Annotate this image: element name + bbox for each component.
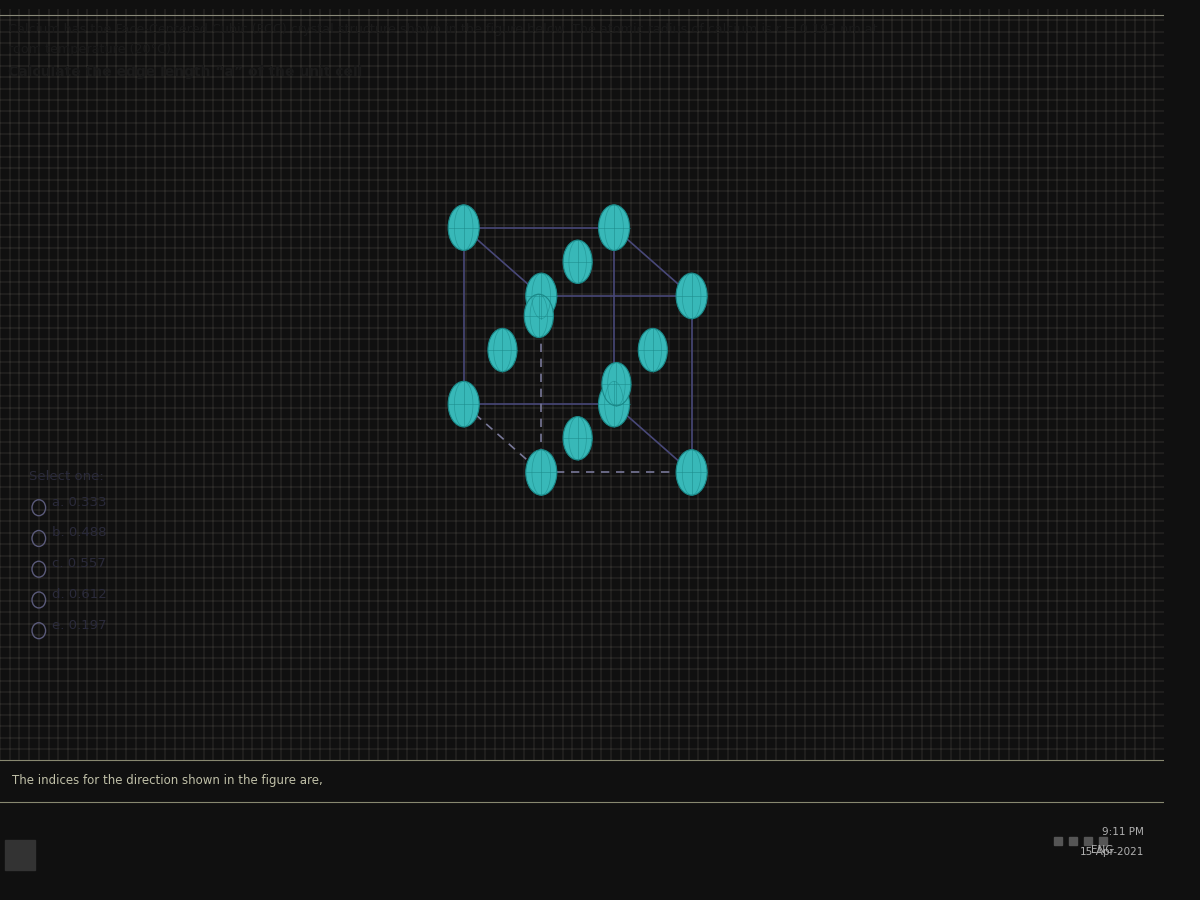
Text: Select one:: Select one: <box>29 470 104 483</box>
Text: Calcium has the Face-Centered Cubic (FCC) crystal structure shown in the figure : Calcium has the Face-Centered Cubic (FCC… <box>7 22 877 36</box>
Ellipse shape <box>488 328 517 372</box>
Text: The indices for the direction shown in the figure are,: The indices for the direction shown in t… <box>12 774 323 788</box>
Text: b. 0.488: b. 0.488 <box>53 526 107 539</box>
Bar <box>1069 837 1076 845</box>
Ellipse shape <box>599 205 630 250</box>
Bar <box>1099 837 1106 845</box>
Ellipse shape <box>599 382 630 427</box>
Text: a. 0.333: a. 0.333 <box>53 496 107 508</box>
Bar <box>5 840 35 870</box>
Ellipse shape <box>563 417 592 460</box>
Text: d. 0.612: d. 0.612 <box>53 588 107 601</box>
Text: Calculate the edge length “a” of the unit cell: Calculate the edge length “a” of the uni… <box>7 65 362 79</box>
Ellipse shape <box>602 363 631 406</box>
Text: room temperature (20°C).: room temperature (20°C). <box>7 43 175 56</box>
Ellipse shape <box>526 274 557 319</box>
Bar <box>1084 837 1092 845</box>
Ellipse shape <box>448 382 479 427</box>
Bar <box>1054 837 1062 845</box>
Text: 15-Apr-2021: 15-Apr-2021 <box>1080 847 1144 857</box>
Ellipse shape <box>526 450 557 495</box>
Text: 9:11 PM: 9:11 PM <box>1102 827 1144 837</box>
Ellipse shape <box>638 328 667 372</box>
Ellipse shape <box>676 274 707 319</box>
Ellipse shape <box>563 240 592 284</box>
Ellipse shape <box>524 294 553 338</box>
Text: c. 0.557: c. 0.557 <box>53 557 106 570</box>
Ellipse shape <box>676 450 707 495</box>
Ellipse shape <box>448 205 479 250</box>
Text: ENG: ENG <box>1092 845 1114 855</box>
Text: e. 0.197: e. 0.197 <box>53 618 107 632</box>
